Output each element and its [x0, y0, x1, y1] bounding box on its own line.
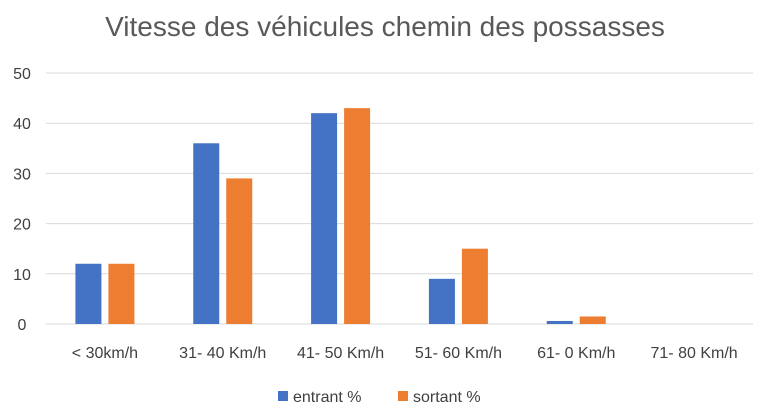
bar-entrant	[75, 263, 102, 324]
y-tick-label: 30	[13, 166, 31, 183]
bar-sortant	[579, 316, 606, 324]
legend-label: sortant %	[413, 389, 481, 406]
bar-entrant	[311, 113, 338, 324]
y-tick-label: 20	[13, 217, 31, 234]
bar-sortant	[226, 178, 253, 324]
y-tick-label: 0	[18, 317, 27, 334]
x-tick-label: 61- 0 Km/h	[537, 345, 615, 362]
y-tick-label: 50	[13, 66, 31, 83]
chart-title: Vitesse des véhicules chemin des possass…	[105, 11, 665, 42]
y-tick-label: 40	[13, 116, 31, 133]
bar-entrant	[193, 143, 220, 324]
x-tick-label: 51- 60 Km/h	[415, 345, 502, 362]
x-axis-ticks: < 30km/h 31- 40 Km/h 41- 50 Km/h 51- 60 Km/…	[72, 345, 738, 362]
gridlines	[46, 72, 753, 325]
legend-swatch	[278, 391, 288, 401]
legend-label: entrant %	[293, 389, 361, 406]
x-tick-label: 71- 80 Km/h	[651, 345, 738, 362]
x-tick-label: 41- 50 Km/h	[297, 345, 384, 362]
legend: entrant % sortant %	[278, 389, 481, 406]
legend-swatch	[398, 391, 408, 401]
bar-entrant	[428, 278, 455, 324]
bar-sortant	[108, 263, 135, 324]
x-tick-label: < 30km/h	[72, 345, 138, 362]
bar-sortant	[344, 108, 371, 324]
x-tick-label: 31- 40 Km/h	[179, 345, 266, 362]
bars	[75, 108, 606, 324]
bar-entrant	[546, 320, 573, 324]
bar-sortant	[461, 248, 488, 324]
y-axis-ticks: 0 10 20 30 40 50	[13, 66, 31, 334]
y-tick-label: 10	[13, 267, 31, 284]
